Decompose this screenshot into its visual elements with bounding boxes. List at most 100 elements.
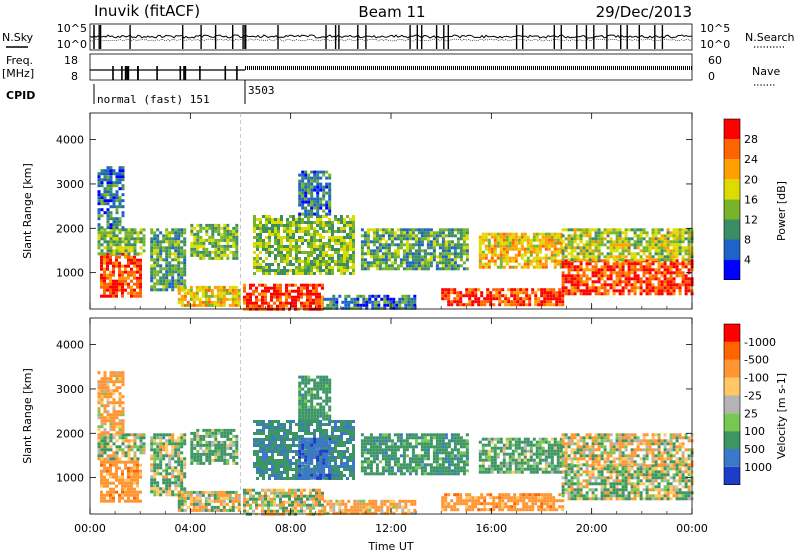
heatmap-cell — [265, 438, 268, 441]
heatmap-cell — [249, 292, 252, 296]
heatmap-cell — [202, 428, 206, 432]
heatmap-cell — [231, 508, 235, 512]
heatmap-cell — [103, 481, 106, 485]
heatmap-cell — [459, 255, 463, 259]
heatmap-cell — [220, 428, 224, 432]
heatmap-cell — [183, 475, 187, 479]
heatmap-cell — [174, 240, 178, 244]
heatmap-cell — [687, 286, 691, 290]
heatmap-cell — [304, 170, 308, 174]
heatmap-cell — [100, 196, 104, 200]
heatmap-cell — [301, 203, 305, 207]
heatmap-cell — [549, 303, 553, 307]
heatmap-cell — [645, 246, 649, 250]
heatmap-cell — [295, 230, 298, 233]
heatmap-cell — [663, 274, 667, 278]
heatmap-cell — [106, 226, 110, 230]
heatmap-cell — [208, 235, 212, 239]
heatmap-cell — [498, 300, 502, 304]
heatmap-cell — [282, 506, 285, 510]
heatmap-cell — [426, 252, 430, 256]
heatmap-cell — [606, 240, 610, 244]
heatmap-cell — [672, 231, 676, 235]
heatmap-cell — [378, 234, 382, 238]
heatmap-cell — [310, 263, 313, 266]
heatmap-cell — [112, 389, 116, 393]
heatmap-cell — [136, 478, 139, 482]
heatmap-cell — [150, 487, 154, 491]
heatmap-cell — [106, 255, 109, 259]
heatmap-cell — [261, 506, 264, 510]
heatmap-cell — [654, 289, 658, 293]
heatmap-cell — [633, 277, 637, 281]
heatmap-cell — [505, 259, 509, 263]
heatmap-cell — [256, 224, 259, 227]
heatmap-cell — [322, 173, 326, 177]
heatmap-cell — [165, 481, 169, 485]
heatmap-cell — [298, 221, 301, 224]
heatmap-cell — [363, 231, 367, 235]
heatmap-cell — [465, 228, 469, 232]
heatmap-cell — [414, 255, 418, 259]
heatmap-cell — [211, 458, 215, 462]
heatmap-cell — [456, 303, 460, 307]
heatmap-cell — [109, 493, 112, 497]
heatmap-cell — [429, 258, 433, 262]
heatmap-cell — [684, 280, 688, 284]
heatmap-cell — [304, 233, 307, 236]
heatmap-cell — [603, 292, 607, 296]
heatmap-cell — [594, 271, 598, 275]
heatmap-cell — [319, 227, 322, 230]
heatmap-cell — [285, 494, 288, 498]
heatmap-cell — [321, 301, 324, 305]
heatmap-cell — [118, 371, 122, 375]
heatmap-cell — [121, 264, 124, 268]
heatmap-cell — [156, 234, 160, 238]
heatmap-cell — [386, 303, 390, 307]
heatmap-cell — [352, 215, 355, 218]
heatmap-cell — [211, 452, 215, 456]
heatmap-cell — [514, 232, 518, 236]
heatmap-cell — [334, 218, 337, 221]
heatmap-cell — [115, 490, 118, 494]
heatmap-cell — [681, 246, 685, 250]
heatmap-cell — [325, 212, 329, 216]
heatmap-cell — [270, 292, 273, 296]
heatmap-cell — [316, 203, 320, 207]
heatmap-cell — [499, 235, 503, 239]
heatmap-cell — [118, 231, 122, 235]
heatmap-cell — [301, 435, 304, 438]
heatmap-cell — [228, 490, 232, 494]
heatmap-cell — [576, 258, 580, 262]
heatmap-cell — [100, 490, 103, 494]
heatmap-cell — [624, 259, 628, 263]
heatmap-cell — [177, 478, 181, 482]
heatmap-cell — [153, 454, 157, 458]
heatmap-cell — [189, 288, 193, 292]
heatmap-cell — [103, 422, 107, 426]
heatmap-cell — [471, 288, 475, 292]
heatmap-cell — [208, 452, 212, 456]
heatmap-cell — [292, 221, 295, 224]
heatmap-cell — [124, 445, 128, 449]
heatmap-cell — [347, 306, 351, 310]
heatmap-cell — [675, 243, 679, 247]
heatmap-cell — [316, 209, 320, 213]
heatmap-cell — [405, 267, 409, 271]
heatmap-cell — [112, 240, 116, 244]
heatmap-cell — [177, 481, 181, 485]
heatmap-cell — [417, 228, 421, 232]
heatmap-cell — [130, 258, 133, 262]
heatmap-cell — [618, 228, 622, 232]
heatmap-cell — [678, 231, 682, 235]
heatmap-cell — [268, 444, 271, 447]
heatmap-cell — [268, 474, 271, 477]
heatmap-cell — [234, 499, 238, 503]
heatmap-cell — [106, 445, 110, 449]
colorbar-tick-label: 24 — [744, 153, 758, 166]
heatmap-cell — [405, 255, 409, 259]
heatmap-cell — [106, 181, 110, 185]
heatmap-cell — [340, 221, 343, 224]
heatmap-cell — [249, 304, 252, 308]
